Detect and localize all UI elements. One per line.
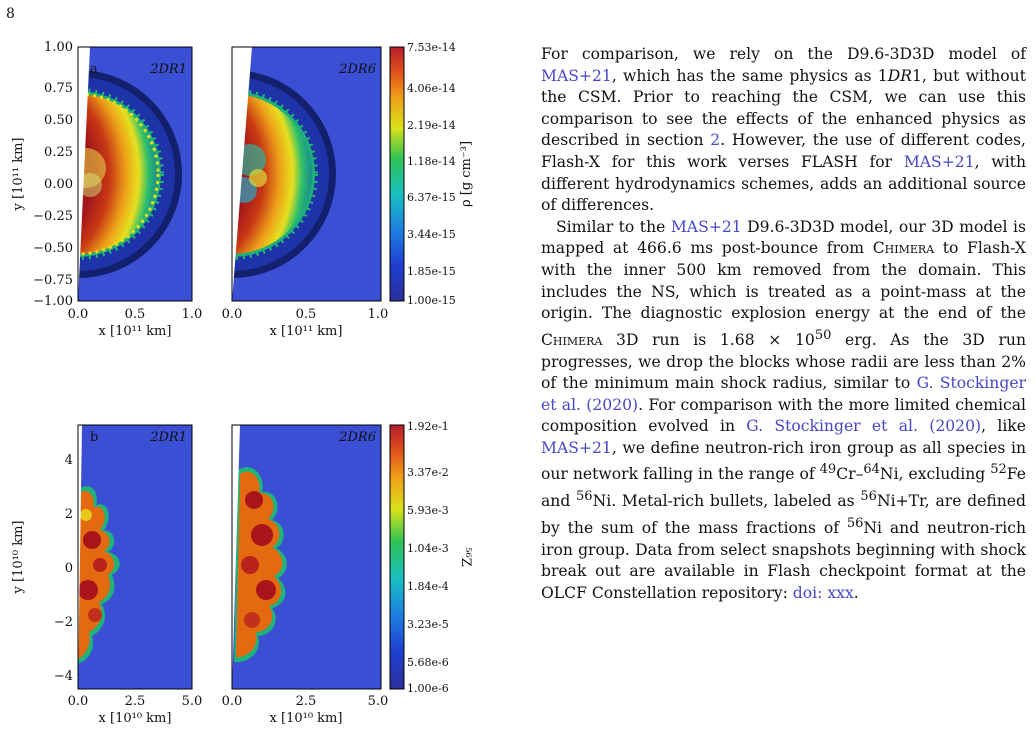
panel-b-right-title: 2DR6 bbox=[338, 430, 376, 445]
cb-tick: 1.04e-3 bbox=[407, 542, 449, 555]
y-tick: −0.50 bbox=[33, 241, 73, 256]
panel-a-2dr1 bbox=[78, 47, 192, 301]
top-colorbar bbox=[389, 46, 405, 302]
x-tick: 1.0 bbox=[368, 307, 389, 322]
cb-tick: 1.18e-14 bbox=[407, 155, 456, 168]
citation-link[interactable]: MAS+21 bbox=[541, 438, 612, 457]
y-tick: 1.00 bbox=[44, 40, 73, 55]
top-colorbar-ticks: 7.53e-14 4.06e-14 2.19e-14 1.18e-14 6.37… bbox=[407, 41, 456, 307]
bottom-colorbar-ticks: 1.92e-1 3.37e-2 5.93e-3 1.04e-3 1.84e-4 … bbox=[407, 420, 449, 695]
x-tick: 5.0 bbox=[182, 694, 203, 709]
cb-tick: 1.92e-1 bbox=[407, 420, 449, 433]
panel-b-label: b bbox=[90, 430, 98, 445]
top-x-axis: 0.0 0.5 1.0 0.0 0.5 1.0 bbox=[68, 307, 389, 322]
y-tick: 4 bbox=[65, 453, 73, 468]
panel-b-2dr6 bbox=[232, 425, 381, 689]
cb-tick: 1.00e-15 bbox=[407, 294, 456, 307]
bottom-x-label-right: x [10¹⁰ km] bbox=[270, 711, 343, 726]
y-tick: 0.75 bbox=[44, 81, 73, 96]
cb-tick: 7.53e-14 bbox=[407, 41, 456, 54]
x-tick: 0.0 bbox=[68, 694, 89, 709]
cb-tick: 3.23e-5 bbox=[407, 618, 449, 631]
cb-tick: 5.93e-3 bbox=[407, 504, 449, 517]
panel-a-left-title: 2DR1 bbox=[149, 62, 187, 77]
x-tick: 5.0 bbox=[368, 694, 389, 709]
x-tick: 0.0 bbox=[222, 307, 243, 322]
panel-b-2dr1 bbox=[78, 425, 192, 689]
y-tick: −2 bbox=[54, 615, 73, 630]
cb-tick: 6.37e-15 bbox=[407, 191, 456, 204]
x-tick: 2.5 bbox=[125, 694, 146, 709]
citation-link[interactable]: MAS+21 bbox=[541, 66, 612, 85]
panel-a-right-title: 2DR6 bbox=[338, 62, 376, 77]
panel-a-label: a bbox=[90, 62, 98, 77]
bottom-y-label: y [10¹⁰ km] bbox=[11, 521, 26, 595]
page-number: 8 bbox=[6, 6, 15, 22]
x-tick: 0.0 bbox=[222, 694, 243, 709]
cb-tick: 4.06e-14 bbox=[407, 82, 456, 95]
citation-link[interactable]: MAS+21 bbox=[903, 152, 975, 171]
x-tick: 0.5 bbox=[296, 307, 317, 322]
top-colorbar-label: ρ [g cm⁻³] bbox=[459, 141, 474, 207]
y-tick: −4 bbox=[54, 669, 73, 684]
y-tick: 2 bbox=[65, 507, 73, 522]
citation-link[interactable]: MAS+21 bbox=[670, 217, 742, 236]
section-link[interactable]: 2 bbox=[710, 131, 721, 150]
y-tick: −0.75 bbox=[33, 273, 73, 288]
bottom-y-axis: 4 2 0 −2 −4 bbox=[54, 453, 73, 684]
top-x-label-left: x [10¹¹ km] bbox=[99, 324, 172, 339]
panel-b-left-title: 2DR1 bbox=[149, 430, 187, 445]
bottom-x-label-left: x [10¹⁰ km] bbox=[99, 711, 172, 726]
cb-tick: 2.19e-14 bbox=[407, 119, 456, 132]
cb-tick: 1.85e-15 bbox=[407, 265, 456, 278]
top-x-label-right: x [10¹¹ km] bbox=[270, 324, 343, 339]
top-y-label: y [10¹¹ km] bbox=[11, 138, 26, 212]
cb-tick: 1.84e-4 bbox=[407, 580, 449, 593]
cb-tick: 1.00e-6 bbox=[407, 682, 449, 695]
bottom-x-axis: 0.0 2.5 5.0 0.0 2.5 5.0 bbox=[68, 694, 389, 709]
y-tick: 0.50 bbox=[44, 113, 73, 128]
y-tick: 0 bbox=[65, 561, 73, 576]
citation-link[interactable]: G. Stockinger et al. (2020) bbox=[746, 417, 982, 436]
paragraph-2: Similar to the MAS+21 D9.6-3D3D model, o… bbox=[541, 217, 1027, 602]
cb-tick: 3.37e-2 bbox=[407, 466, 449, 479]
figure-simulation-panels: a 2DR1 2DR6 1.00 0.75 0.50 0.25 0.00 −0.… bbox=[11, 40, 474, 726]
y-tick: −1.00 bbox=[33, 294, 73, 309]
paragraph-1: For comparison, we rely on the D9.6-3D3D… bbox=[541, 45, 1027, 215]
y-tick: 0.00 bbox=[44, 177, 73, 192]
x-tick: 0.0 bbox=[68, 307, 89, 322]
panel-a-2dr6 bbox=[232, 47, 381, 301]
y-tick: −0.25 bbox=[33, 209, 73, 224]
bottom-colorbar bbox=[389, 424, 405, 690]
cb-tick: 5.68e-6 bbox=[407, 656, 449, 669]
citation-link[interactable]: G. Stockinger et al. (2020) bbox=[541, 374, 1027, 414]
cb-tick: 3.44e-15 bbox=[407, 228, 456, 241]
x-tick: 0.5 bbox=[125, 307, 146, 322]
body-text-column: For comparison, we rely on the D9.6-3D3D… bbox=[541, 44, 1026, 605]
x-tick: 2.5 bbox=[296, 694, 317, 709]
x-tick: 1.0 bbox=[182, 307, 203, 322]
doi-link[interactable]: doi: xxx bbox=[792, 584, 854, 602]
top-y-axis: 1.00 0.75 0.50 0.25 0.00 −0.25 −0.50 −0.… bbox=[33, 40, 73, 309]
y-tick: 0.25 bbox=[44, 145, 73, 160]
bottom-colorbar-label: ⁵⁶Z bbox=[458, 547, 473, 566]
